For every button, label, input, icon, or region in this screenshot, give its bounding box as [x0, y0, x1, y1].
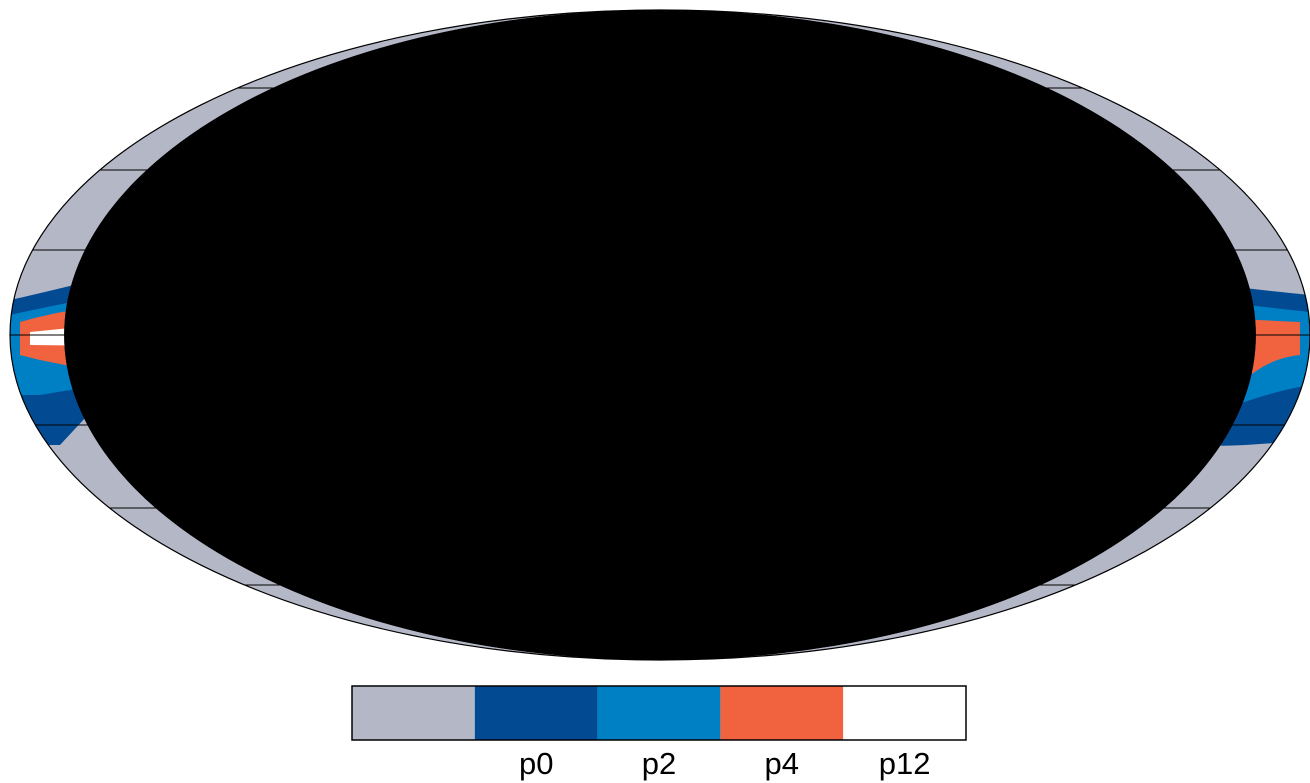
- map-outline: [9, 9, 1310, 661]
- colorbar-segment: [352, 686, 475, 740]
- colorbar: p0 p2 p4 p12: [351, 685, 967, 781]
- graticule: [10, 10, 1310, 660]
- colorbar-label: p2: [642, 746, 676, 781]
- colorbar-segment: [843, 686, 966, 740]
- colorbar-segment: [720, 686, 844, 740]
- colorbar-frame: [351, 685, 967, 741]
- colorbar-segment: [597, 686, 721, 740]
- colorbar-label: p0: [519, 746, 553, 781]
- colorbar-label: p12: [879, 746, 931, 781]
- colorbar-segment: [474, 686, 598, 740]
- colorbar-label: p4: [765, 746, 799, 781]
